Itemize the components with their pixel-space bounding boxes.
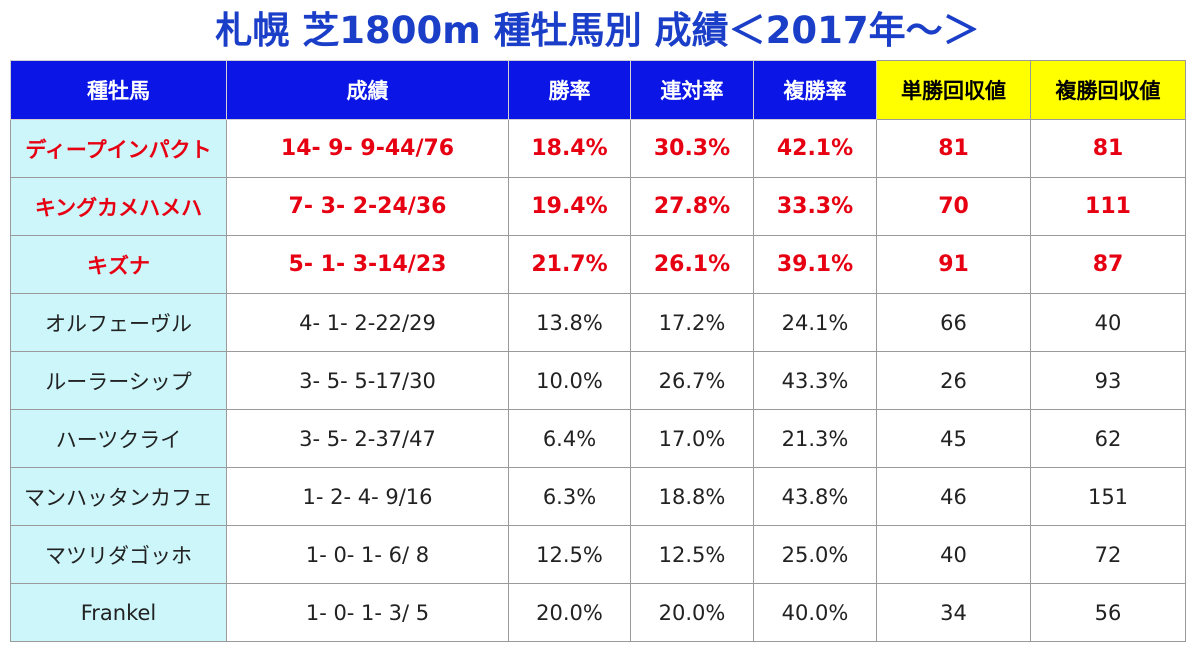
win-rate-cell: 20.0%: [508, 583, 631, 642]
table-row: ハーツクライ 3- 5- 2-37/47 6.4% 17.0% 21.3% 45…: [10, 409, 1186, 468]
record-cell: 14- 9- 9-44/76: [226, 119, 509, 178]
table-row: Frankel 1- 0- 1- 3/ 5 20.0% 20.0% 40.0% …: [10, 583, 1186, 642]
tansho-return-cell: 46: [876, 467, 1031, 526]
fukusho-rate-cell: 24.1%: [753, 293, 877, 352]
fukusho-return-cell: 56: [1030, 583, 1186, 642]
rentai-rate-cell: 20.0%: [630, 583, 754, 642]
tansho-return-cell: 66: [876, 293, 1031, 352]
sire-name-cell: キングカメハメハ: [10, 177, 227, 236]
rentai-rate-cell: 27.8%: [630, 177, 754, 236]
fukusho-rate-cell: 39.1%: [753, 235, 877, 294]
record-cell: 7- 3- 2-24/36: [226, 177, 509, 236]
header-record: 成績: [226, 60, 509, 120]
rentai-rate-cell: 26.7%: [630, 351, 754, 410]
table-row: マツリダゴッホ 1- 0- 1- 6/ 8 12.5% 12.5% 25.0% …: [10, 525, 1186, 584]
fukusho-rate-cell: 43.3%: [753, 351, 877, 410]
rentai-rate-cell: 17.2%: [630, 293, 754, 352]
win-rate-cell: 6.4%: [508, 409, 631, 468]
table-row: ディープインパクト 14- 9- 9-44/76 18.4% 30.3% 42.…: [10, 119, 1186, 178]
rentai-rate-cell: 26.1%: [630, 235, 754, 294]
header-fukusho-return: 複勝回収値: [1030, 60, 1186, 120]
fukusho-return-cell: 93: [1030, 351, 1186, 410]
tansho-return-cell: 34: [876, 583, 1031, 642]
fukusho-return-cell: 87: [1030, 235, 1186, 294]
record-cell: 1- 2- 4- 9/16: [226, 467, 509, 526]
tansho-return-cell: 26: [876, 351, 1031, 410]
record-cell: 4- 1- 2-22/29: [226, 293, 509, 352]
fukusho-rate-cell: 40.0%: [753, 583, 877, 642]
header-fukusho-rate: 複勝率: [753, 60, 877, 120]
sire-name-cell: キズナ: [10, 235, 227, 294]
fukusho-rate-cell: 25.0%: [753, 525, 877, 584]
header-sire: 種牡馬: [10, 60, 227, 120]
table-row: オルフェーヴル 4- 1- 2-22/29 13.8% 17.2% 24.1% …: [10, 293, 1186, 352]
table-row: マンハッタンカフェ 1- 2- 4- 9/16 6.3% 18.8% 43.8%…: [10, 467, 1186, 526]
win-rate-cell: 6.3%: [508, 467, 631, 526]
sire-name-cell: ルーラーシップ: [10, 351, 227, 410]
table-row: ルーラーシップ 3- 5- 5-17/30 10.0% 26.7% 43.3% …: [10, 351, 1186, 410]
record-cell: 3- 5- 2-37/47: [226, 409, 509, 468]
fukusho-rate-cell: 21.3%: [753, 409, 877, 468]
win-rate-cell: 10.0%: [508, 351, 631, 410]
table-row: キズナ 5- 1- 3-14/23 21.7% 26.1% 39.1% 91 8…: [10, 235, 1186, 294]
tansho-return-cell: 45: [876, 409, 1031, 468]
win-rate-cell: 18.4%: [508, 119, 631, 178]
tansho-return-cell: 40: [876, 525, 1031, 584]
tansho-return-cell: 81: [876, 119, 1031, 178]
page-title: 札幌 芝1800m 種牡馬別 成績＜2017年〜＞: [215, 9, 980, 52]
record-cell: 3- 5- 5-17/30: [226, 351, 509, 410]
record-cell: 1- 0- 1- 6/ 8: [226, 525, 509, 584]
win-rate-cell: 12.5%: [508, 525, 631, 584]
table-row: キングカメハメハ 7- 3- 2-24/36 19.4% 27.8% 33.3%…: [10, 177, 1186, 236]
sire-name-cell: ハーツクライ: [10, 409, 227, 468]
sire-name-cell: ディープインパクト: [10, 119, 227, 178]
sire-name-cell: Frankel: [10, 583, 227, 642]
sire-name-cell: マツリダゴッホ: [10, 525, 227, 584]
rentai-rate-cell: 18.8%: [630, 467, 754, 526]
fukusho-rate-cell: 43.8%: [753, 467, 877, 526]
win-rate-cell: 19.4%: [508, 177, 631, 236]
tansho-return-cell: 70: [876, 177, 1031, 236]
record-cell: 1- 0- 1- 3/ 5: [226, 583, 509, 642]
rentai-rate-cell: 30.3%: [630, 119, 754, 178]
rentai-rate-cell: 17.0%: [630, 409, 754, 468]
fukusho-return-cell: 151: [1030, 467, 1186, 526]
sire-name-cell: オルフェーヴル: [10, 293, 227, 352]
sire-name-cell: マンハッタンカフェ: [10, 467, 227, 526]
fukusho-return-cell: 40: [1030, 293, 1186, 352]
fukusho-return-cell: 72: [1030, 525, 1186, 584]
fukusho-return-cell: 62: [1030, 409, 1186, 468]
fukusho-return-cell: 111: [1030, 177, 1186, 236]
header-rentai-rate: 連対率: [630, 60, 754, 120]
fukusho-rate-cell: 33.3%: [753, 177, 877, 236]
record-cell: 5- 1- 3-14/23: [226, 235, 509, 294]
header-row: 種牡馬 成績 勝率 連対率 複勝率 単勝回収値 複勝回収値: [10, 60, 1186, 120]
fukusho-rate-cell: 42.1%: [753, 119, 877, 178]
win-rate-cell: 21.7%: [508, 235, 631, 294]
tansho-return-cell: 91: [876, 235, 1031, 294]
header-tansho-return: 単勝回収値: [876, 60, 1031, 120]
sire-stats-table: 種牡馬 成績 勝率 連対率 複勝率 単勝回収値 複勝回収値 ディープインパクト …: [10, 60, 1186, 642]
rentai-rate-cell: 12.5%: [630, 525, 754, 584]
header-win-rate: 勝率: [508, 60, 631, 120]
win-rate-cell: 13.8%: [508, 293, 631, 352]
fukusho-return-cell: 81: [1030, 119, 1186, 178]
